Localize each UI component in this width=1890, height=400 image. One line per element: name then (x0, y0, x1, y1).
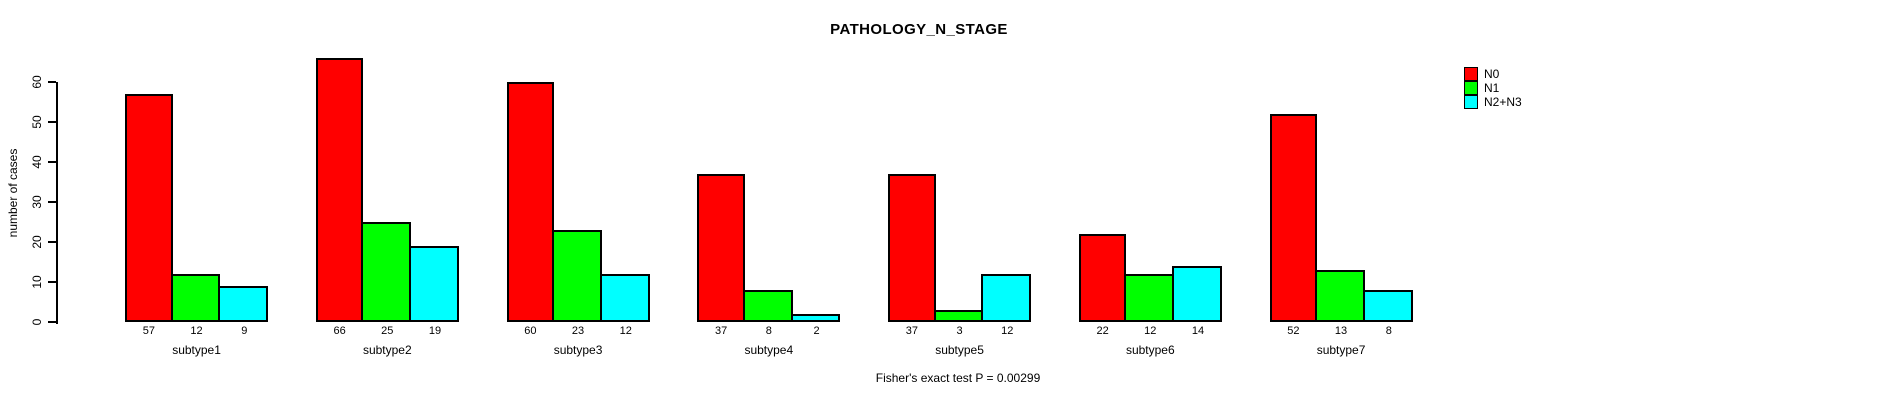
legend-item-n2-n3: N2+N3 (1464, 95, 1522, 109)
bar-value-label: 19 (428, 325, 442, 337)
y-tick-label: 0 (30, 318, 44, 326)
y-tick (48, 201, 56, 203)
category-label-subtype5: subtype5 (935, 343, 984, 357)
y-axis-line (56, 82, 58, 324)
bar-n1-subtype5 (933, 310, 984, 322)
y-tick (48, 81, 56, 83)
legend: N0 N1 N2+N3 (1464, 67, 1522, 109)
y-tick (48, 281, 56, 283)
y-tick-label: 60 (30, 75, 44, 89)
bar-value-label: 13 (1334, 325, 1348, 337)
bar-n0-subtype1 (125, 94, 173, 322)
legend-swatch-n0 (1464, 67, 1478, 81)
bar-n0-subtype6 (1078, 234, 1127, 322)
bar-n2-n3-subtype1 (218, 286, 269, 322)
legend-label: N2+N3 (1484, 95, 1522, 109)
bar-value-label: 12 (1144, 325, 1157, 337)
chart-title: PATHOLOGY_N_STAGE (830, 21, 1008, 38)
bar-value-label: 8 (765, 325, 772, 337)
footnote: Fisher's exact test P = 0.00299 (875, 371, 1041, 385)
y-tick (48, 121, 56, 123)
legend-swatch-n2-n3 (1464, 95, 1478, 109)
legend-item-n0: N0 (1464, 67, 1522, 81)
bar-value-label: 57 (142, 325, 155, 337)
y-tick-label: 10 (30, 275, 44, 289)
bar-n1-subtype1 (170, 274, 221, 322)
legend-item-n1: N1 (1464, 81, 1522, 95)
bar-value-label: 2 (813, 325, 820, 337)
bar-n1-subtype6 (1124, 274, 1175, 322)
bar-n2-n3-subtype4 (790, 314, 841, 322)
y-tick (48, 241, 56, 243)
bar-value-label: 3 (956, 325, 963, 337)
category-label-subtype6: subtype6 (1125, 343, 1175, 357)
bar-value-label: 66 (333, 325, 346, 337)
bar-value-label: 12 (1001, 325, 1014, 337)
y-tick-label: 30 (30, 195, 44, 209)
bar-n0-subtype4 (697, 174, 745, 322)
bar-value-label: 23 (571, 325, 585, 337)
category-label-subtype4: subtype4 (744, 343, 794, 357)
bar-n1-subtype4 (742, 290, 793, 322)
bar-n1-subtype2 (361, 222, 412, 322)
y-tick-label: 40 (30, 155, 44, 169)
bar-n1-subtype3 (552, 230, 602, 322)
y-tick-label: 50 (30, 115, 44, 129)
bar-n0-subtype3 (506, 82, 555, 322)
bar-value-label: 37 (905, 325, 918, 337)
category-label-subtype1: subtype1 (172, 343, 221, 357)
bar-n2-n3-subtype7 (1362, 290, 1413, 322)
category-label-subtype3: subtype3 (553, 343, 603, 357)
y-tick (48, 161, 56, 163)
bar-value-label: 52 (1287, 325, 1300, 337)
y-tick (48, 321, 56, 323)
bar-value-label: 37 (714, 325, 728, 337)
bar-n0-subtype5 (888, 174, 936, 322)
bar-n2-n3-subtype6 (1172, 266, 1222, 322)
legend-label: N1 (1484, 81, 1500, 95)
bar-value-label: 9 (241, 325, 248, 337)
bar-value-label: 14 (1191, 325, 1205, 337)
bar-value-label: 8 (1385, 325, 1392, 337)
bar-n2-n3-subtype5 (981, 274, 1032, 322)
y-axis-title: number of cases (6, 148, 20, 238)
y-tick-label: 20 (30, 235, 44, 249)
bar-value-label: 12 (619, 325, 632, 337)
bar-value-label: 25 (381, 325, 394, 337)
category-label-subtype2: subtype2 (362, 343, 412, 357)
category-label-subtype7: subtype7 (1316, 343, 1366, 357)
legend-swatch-n1 (1464, 81, 1478, 95)
bar-value-label: 60 (524, 325, 537, 337)
legend-label: N0 (1484, 67, 1500, 81)
bar-n0-subtype2 (315, 58, 364, 322)
bar-n1-subtype7 (1315, 270, 1365, 322)
bar-n2-n3-subtype2 (409, 246, 459, 322)
bar-value-label: 22 (1096, 325, 1109, 337)
bar-value-label: 12 (190, 325, 203, 337)
bar-n2-n3-subtype3 (599, 274, 650, 322)
bar-n0-subtype7 (1269, 114, 1318, 322)
